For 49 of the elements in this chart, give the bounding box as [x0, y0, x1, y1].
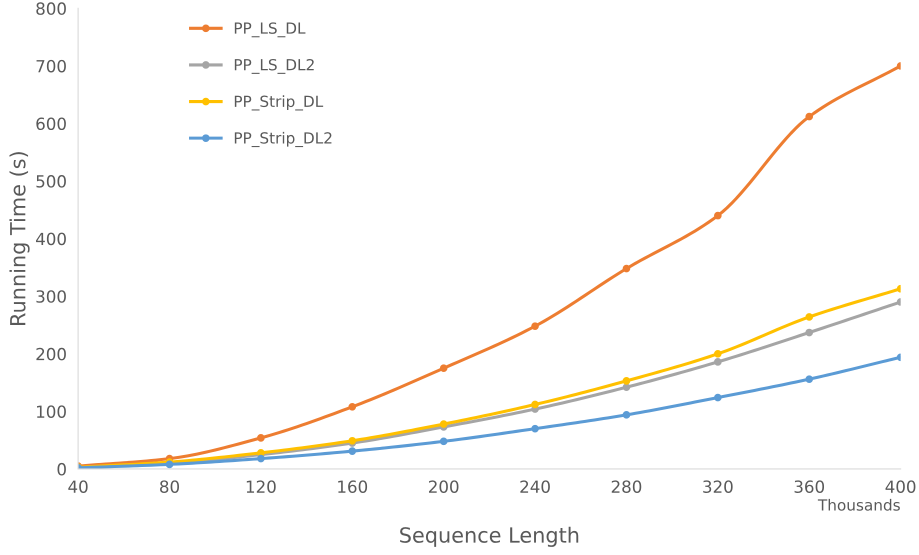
y-tick-label: 500 — [36, 175, 66, 188]
x-tick-label: 160 — [338, 480, 368, 493]
point — [805, 112, 814, 120]
point — [257, 454, 265, 462]
x-tick-label: 80 — [160, 480, 179, 493]
point — [257, 434, 265, 442]
point — [348, 447, 356, 455]
point — [440, 438, 448, 446]
y-tick-label: 800 — [36, 2, 66, 15]
point — [531, 400, 539, 408]
point — [714, 358, 722, 366]
point — [805, 313, 814, 321]
point — [531, 424, 539, 432]
point — [805, 375, 814, 383]
y-tick-label: 100 — [37, 405, 66, 418]
point — [622, 411, 630, 419]
x-tick-label: 200 — [428, 480, 458, 493]
point — [531, 322, 539, 330]
point — [805, 328, 814, 336]
y-tick-label: 0 — [58, 462, 66, 476]
point — [348, 436, 356, 445]
y-tick-label: 600 — [36, 117, 66, 130]
legend-label: PP_Strip_DL — [234, 95, 324, 110]
y-tick-label: 300 — [36, 290, 66, 303]
y-tick-label: 700 — [36, 60, 66, 72]
x-tick-label: 400 — [886, 480, 916, 493]
text: Thousands — [818, 498, 900, 511]
point — [714, 350, 722, 358]
point — [440, 364, 448, 372]
x-tick-label: 120 — [246, 480, 276, 493]
point — [714, 212, 722, 220]
legend-label: PP_LS_DL — [234, 22, 306, 38]
x-axis-title: Sequence Length — [400, 526, 578, 547]
y-axis-title: Running Time (s) — [9, 152, 30, 325]
point — [622, 377, 630, 385]
x-tick-label: 40 — [68, 480, 88, 493]
y-tick-label: 400 — [36, 232, 66, 246]
x-tick-label: 280 — [612, 480, 642, 493]
x-tick-label: 360 — [794, 480, 824, 493]
y-tick-label: 200 — [36, 348, 66, 360]
point — [622, 264, 630, 272]
legend-label: PP_LS_DL2 — [234, 58, 314, 74]
point — [348, 402, 356, 411]
legend-label: PP_Strip_DL2 — [234, 132, 332, 148]
x-tick-label: 240 — [520, 480, 550, 493]
point — [440, 420, 448, 428]
point — [714, 394, 722, 402]
point — [622, 383, 630, 392]
x-tick-label: 320 — [703, 480, 733, 493]
